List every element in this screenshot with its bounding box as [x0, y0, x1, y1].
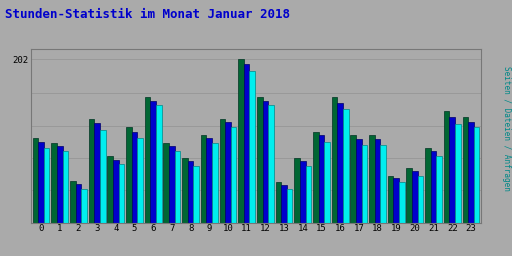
Bar [244, 64, 249, 223]
Bar [444, 111, 450, 223]
Bar [201, 135, 206, 223]
Bar [393, 178, 399, 223]
Bar [38, 142, 44, 223]
Bar [108, 156, 113, 223]
Bar [361, 145, 367, 223]
Bar [431, 152, 436, 223]
Bar [281, 185, 287, 223]
Bar [425, 148, 431, 223]
Bar [300, 161, 306, 223]
Bar [212, 143, 218, 223]
Bar [44, 148, 50, 223]
Bar [407, 168, 412, 223]
Bar [337, 103, 343, 223]
Bar [70, 181, 76, 223]
Bar [399, 182, 404, 223]
Bar [94, 123, 100, 223]
Bar [257, 97, 263, 223]
Bar [462, 118, 468, 223]
Bar [436, 156, 442, 223]
Bar [194, 166, 199, 223]
Bar [163, 143, 169, 223]
Bar [81, 189, 87, 223]
Bar [332, 97, 337, 223]
Bar [450, 118, 455, 223]
Bar [369, 135, 375, 223]
Bar [468, 122, 474, 223]
Bar [249, 70, 255, 223]
Bar [225, 122, 231, 223]
Text: Seiten / Dateien / Anfragen: Seiten / Dateien / Anfragen [502, 66, 511, 190]
Bar [455, 124, 461, 223]
Bar [62, 152, 68, 223]
Bar [89, 119, 94, 223]
Bar [132, 132, 137, 223]
Bar [57, 146, 62, 223]
Bar [156, 104, 162, 223]
Bar [418, 176, 423, 223]
Bar [238, 59, 244, 223]
Bar [268, 104, 274, 223]
Bar [356, 139, 361, 223]
Bar [100, 130, 105, 223]
Bar [169, 146, 175, 223]
Text: Stunden-Statistik im Monat Januar 2018: Stunden-Statistik im Monat Januar 2018 [5, 8, 290, 21]
Bar [220, 119, 225, 223]
Bar [126, 127, 132, 223]
Bar [188, 161, 194, 223]
Bar [145, 97, 151, 223]
Bar [275, 182, 281, 223]
Bar [113, 159, 119, 223]
Bar [119, 164, 124, 223]
Bar [137, 138, 143, 223]
Bar [206, 138, 212, 223]
Bar [287, 189, 292, 223]
Bar [306, 166, 311, 223]
Bar [151, 101, 156, 223]
Bar [294, 158, 300, 223]
Bar [474, 127, 479, 223]
Bar [388, 176, 393, 223]
Bar [375, 139, 380, 223]
Bar [182, 158, 188, 223]
Bar [412, 171, 418, 223]
Bar [324, 142, 330, 223]
Bar [343, 109, 349, 223]
Bar [313, 132, 318, 223]
Bar [318, 135, 324, 223]
Bar [33, 138, 38, 223]
Bar [76, 184, 81, 223]
Bar [380, 145, 386, 223]
Bar [175, 152, 180, 223]
Bar [263, 101, 268, 223]
Bar [51, 143, 57, 223]
Bar [350, 135, 356, 223]
Bar [231, 127, 237, 223]
